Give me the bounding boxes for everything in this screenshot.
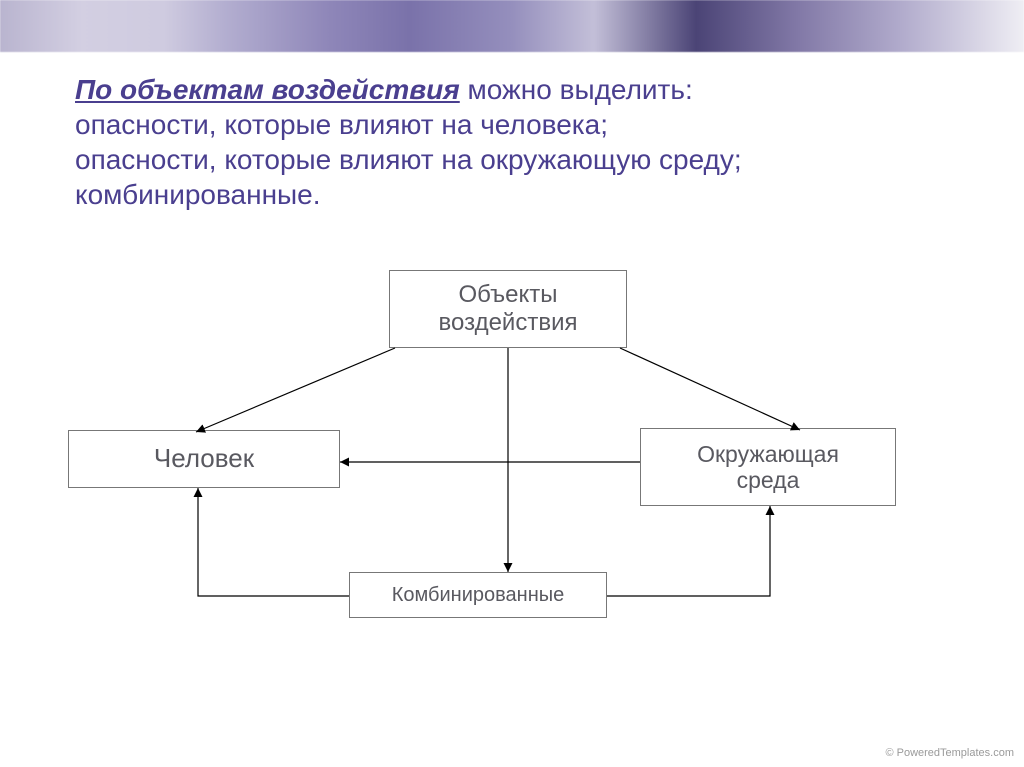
node-human: Человек bbox=[68, 430, 340, 488]
heading-block: По объектам воздействия можно выделить: … bbox=[75, 72, 955, 212]
node-combo: Комбинированные bbox=[349, 572, 607, 618]
heading-line-3: опасности, которые влияют на окружающую … bbox=[75, 142, 955, 177]
heading-line-4: комбинированные. bbox=[75, 177, 955, 212]
node-root-label: Объектывоздействия bbox=[439, 281, 578, 336]
node-env-label: Окружающаясреда bbox=[697, 441, 839, 494]
heading-line-2: опасности, которые влияют на человека; bbox=[75, 107, 955, 142]
heading-underline: По объектам воздействия bbox=[75, 74, 460, 105]
node-env: Окружающаясреда bbox=[640, 428, 896, 506]
footer-credit: © PoweredTemplates.com bbox=[885, 747, 1014, 759]
node-root: Объектывоздействия bbox=[389, 270, 627, 348]
node-human-label: Человек bbox=[154, 444, 254, 474]
heading-line-1: По объектам воздействия можно выделить: bbox=[75, 72, 955, 107]
node-combo-label: Комбинированные bbox=[392, 584, 565, 607]
heading-rest-1: можно выделить: bbox=[460, 74, 693, 105]
decorative-banner bbox=[0, 0, 1024, 52]
